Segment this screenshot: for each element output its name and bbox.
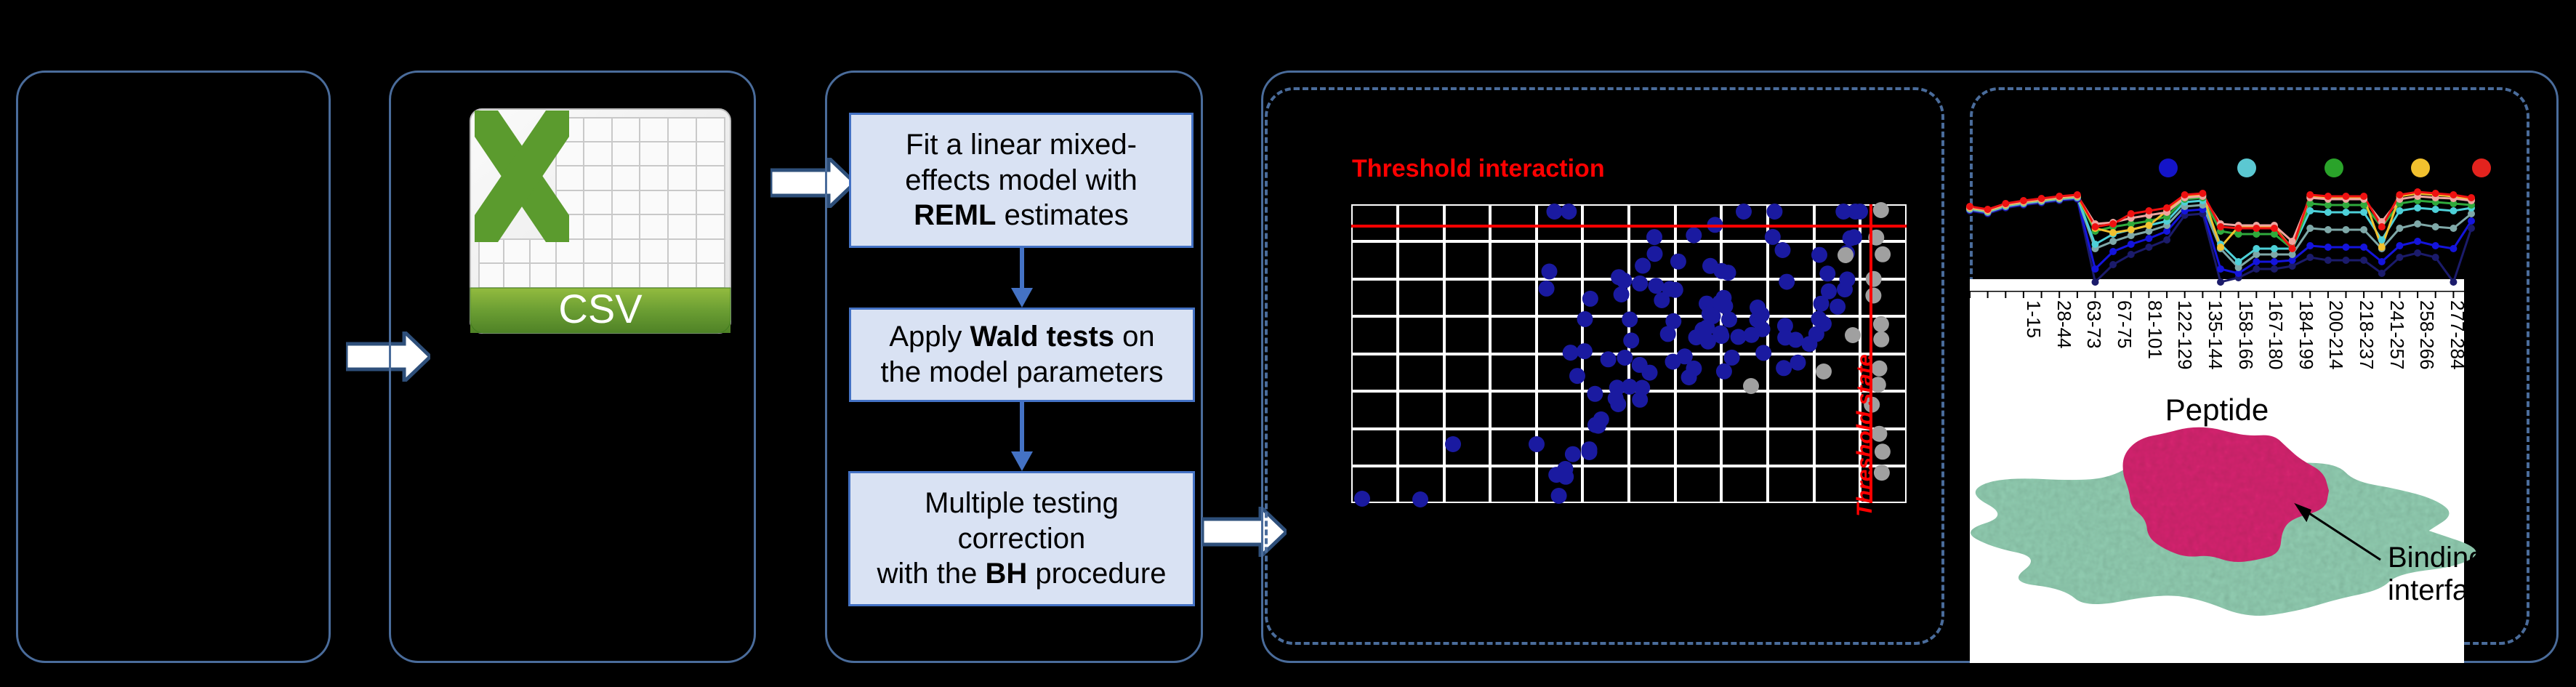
svg-text:interface: interface [2388, 574, 2499, 606]
svg-text:CSV: CSV [558, 286, 643, 332]
svg-text:Binding: Binding [2388, 542, 2484, 574]
